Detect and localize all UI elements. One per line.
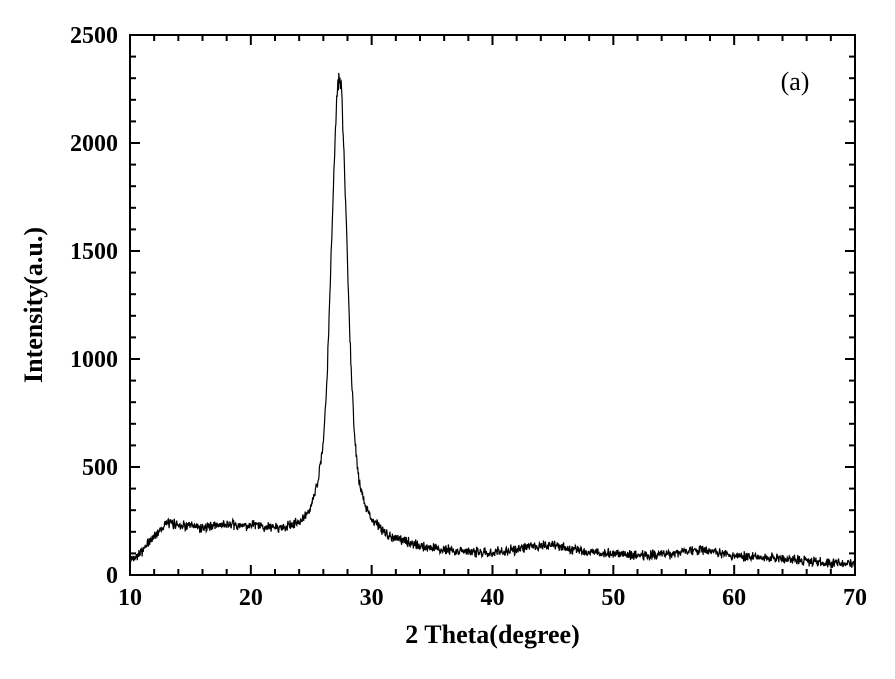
y-axis-label: Intensity(a.u.) (19, 227, 48, 383)
svg-text:50: 50 (601, 585, 625, 611)
svg-text:2500: 2500 (70, 23, 118, 49)
svg-text:70: 70 (843, 585, 867, 611)
svg-text:60: 60 (722, 585, 746, 611)
xrd-chart: 10 20 30 40 50 60 70 0 500 1000 1500 2000 2500 2 Thet… (0, 0, 895, 679)
chart-svg: 10 20 30 40 50 60 70 0 500 1000 1500 2000 2500 2 Thet… (0, 0, 895, 679)
svg-text:30: 30 (360, 585, 384, 611)
svg-text:0: 0 (106, 563, 118, 589)
svg-text:20: 20 (239, 585, 263, 611)
svg-text:10: 10 (118, 585, 142, 611)
svg-text:2000: 2000 (70, 131, 118, 157)
svg-text:1000: 1000 (70, 347, 118, 373)
svg-text:40: 40 (481, 585, 505, 611)
panel-label: (a) (781, 67, 810, 96)
x-axis-label: 2 Theta(degree) (405, 620, 580, 649)
svg-text:1500: 1500 (70, 239, 118, 265)
svg-text:500: 500 (82, 455, 118, 481)
